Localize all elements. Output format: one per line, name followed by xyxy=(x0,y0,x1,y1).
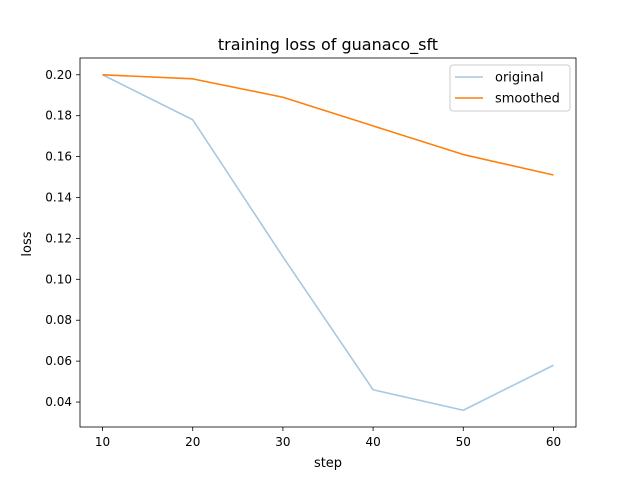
y-tick-label: 0.14 xyxy=(45,191,72,205)
y-tick-label: 0.20 xyxy=(45,68,72,82)
y-tick-label: 0.16 xyxy=(45,150,72,164)
x-tick-label: 20 xyxy=(185,435,200,449)
axes-frame xyxy=(79,57,577,428)
x-axis-label: step xyxy=(314,456,342,471)
y-tick-label: 0.10 xyxy=(45,272,72,286)
y-tick-label: 0.04 xyxy=(45,395,72,409)
x-tick-label: 60 xyxy=(546,435,561,449)
y-tick-label: 0.06 xyxy=(45,354,72,368)
legend: original smoothed xyxy=(449,64,571,112)
legend-label-smoothed: smoothed xyxy=(495,92,560,107)
x-tick-label: 50 xyxy=(456,435,471,449)
y-tick-label: 0.08 xyxy=(45,313,72,327)
y-tick-label: 0.12 xyxy=(45,231,72,245)
x-tick-label: 40 xyxy=(365,435,380,449)
chart-title: training loss of guanaco_sft xyxy=(218,35,438,55)
y-tick-label: 0.18 xyxy=(45,109,72,123)
x-tick-label: 30 xyxy=(275,435,290,449)
plot-area: 10 20 30 40 50 60 0.04 0.06 0.08 0.10 0.12 0.14 0.16… xyxy=(45,57,577,449)
series-line-original xyxy=(102,74,554,412)
series-line-smoothed xyxy=(102,73,554,176)
y-axis-label: loss xyxy=(20,231,35,256)
legend-label-original: original xyxy=(495,71,544,86)
x-tick-label: 10 xyxy=(95,435,110,449)
